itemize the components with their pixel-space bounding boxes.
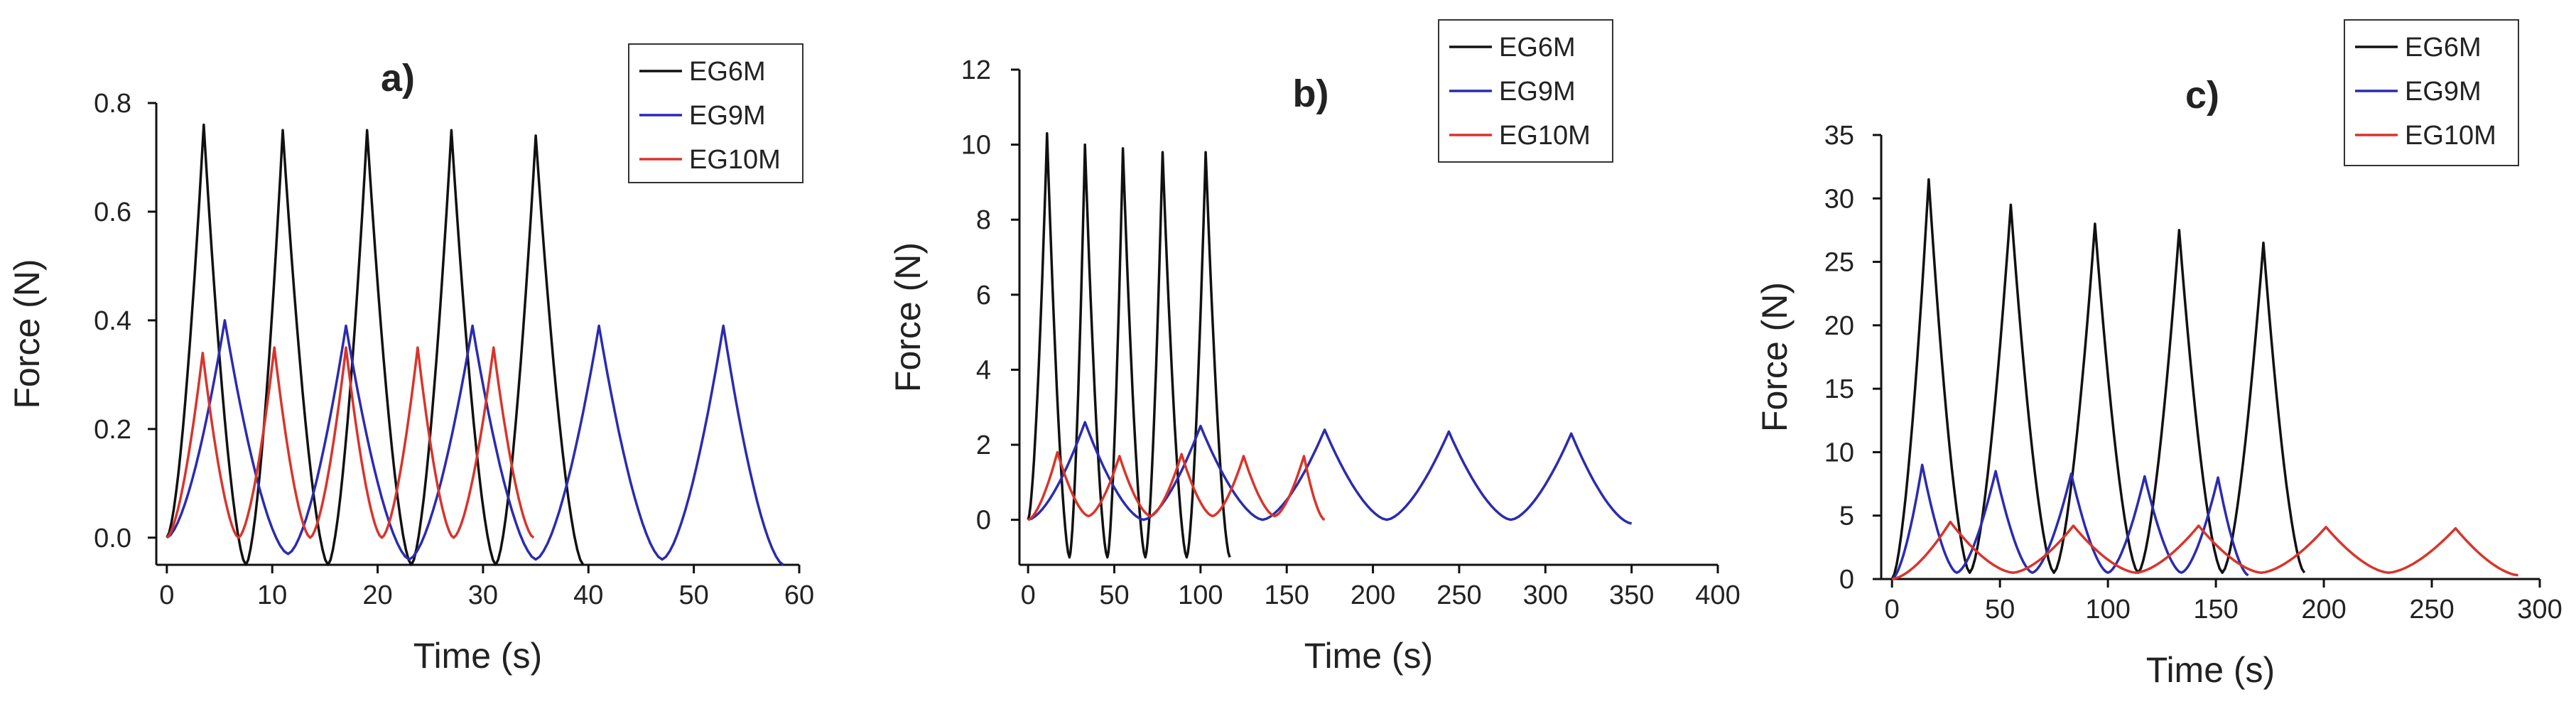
chart-panel-1: 0 10 20 30 40 50 60 0.0 0.2 0.4 0.6 0.8 Time (s) Forc… <box>7 43 814 676</box>
y-tick-label: 0.8 <box>94 89 131 119</box>
x-tick-label: 0 <box>1021 580 1036 610</box>
x-tick-label: 20 <box>362 580 392 610</box>
x-tick-label: 300 <box>1523 580 1568 610</box>
legend-label-eg10m: EG10M <box>1499 121 1591 151</box>
x-tick-label: 40 <box>573 580 603 610</box>
legend: EG6M EG9M EG10M <box>628 43 803 183</box>
series-line-eg9m <box>166 319 784 566</box>
legend-label-eg6m: EG6M <box>2405 33 2482 63</box>
x-tick-label: 50 <box>1099 580 1129 610</box>
y-tick-label: 6 <box>976 281 991 310</box>
legend-label-eg9m: EG9M <box>689 101 766 131</box>
legend: EG6M EG9M EG10M <box>1438 19 1613 163</box>
chart-panel-3: 0 50 100 150 200 250 300 0 5 10 15 20 25 30 35 Time (s)… <box>1755 19 2563 690</box>
y-tick-label: 12 <box>961 55 991 85</box>
x-tick-label: 150 <box>2193 595 2238 625</box>
x-tick-label: 200 <box>1351 580 1395 610</box>
x-tick-label: 100 <box>2085 595 2130 625</box>
x-tick-label: 200 <box>2301 595 2346 625</box>
y-tick-label: 10 <box>961 131 991 161</box>
x-tick-label: 150 <box>1265 580 1309 610</box>
x-axis-label: Time (s) <box>413 636 542 676</box>
panel-title: c) <box>2185 74 2219 117</box>
y-tick-label: 8 <box>976 205 991 235</box>
x-tick-label: 400 <box>1695 580 1740 610</box>
x-axis-label: Time (s) <box>2146 650 2275 690</box>
y-tick-label: 0.6 <box>94 198 131 227</box>
x-tick-label: 0 <box>1885 595 1900 625</box>
y-tick-label: 0 <box>1839 565 1854 595</box>
x-tick-label: 50 <box>678 580 708 610</box>
y-axis-label: Force (N) <box>1755 282 1795 432</box>
y-axis-label: Force (N) <box>888 242 928 392</box>
y-tick-label: 10 <box>1824 438 1854 467</box>
legend-label-eg10m: EG10M <box>689 145 781 175</box>
x-tick-label: 30 <box>468 580 498 610</box>
y-tick-label: 0.0 <box>94 524 131 553</box>
x-tick-label: 0 <box>159 580 174 610</box>
legend: EG6M EG9M EG10M <box>2344 19 2519 166</box>
legend-label-eg6m: EG6M <box>689 57 766 87</box>
y-axis-label: Force (N) <box>7 259 47 409</box>
y-tick-label: 15 <box>1824 374 1854 404</box>
series-line-eg10m <box>1027 450 1326 521</box>
x-axis-label: Time (s) <box>1304 636 1433 676</box>
legend-label-eg9m: EG9M <box>2405 77 2482 107</box>
y-tick-label: 25 <box>1824 248 1854 278</box>
legend-label-eg9m: EG9M <box>1499 77 1576 107</box>
y-tick-label: 35 <box>1824 121 1854 151</box>
y-tick-label: 4 <box>976 355 991 385</box>
y-tick-label: 30 <box>1824 184 1854 214</box>
x-tick-label: 50 <box>1985 595 2015 625</box>
legend-label-eg6m: EG6M <box>1499 33 1576 63</box>
y-tick-label: 0.4 <box>94 306 131 336</box>
chart-panel-2: 0 50 100 150 200 250 300 350 400 0 2 4 6 8 10 12 Time (s… <box>888 19 1741 676</box>
x-tick-label: 60 <box>784 580 814 610</box>
x-tick-label: 250 <box>2409 595 2454 625</box>
y-tick-label: 0 <box>976 506 991 536</box>
legend-box <box>2344 19 2519 166</box>
series-line-eg6m <box>166 123 585 566</box>
y-tick-label: 20 <box>1824 311 1854 341</box>
x-tick-label: 250 <box>1436 580 1481 610</box>
legend-label-eg10m: EG10M <box>2405 121 2496 151</box>
series-line-eg9m <box>1027 421 1633 525</box>
x-tick-label: 300 <box>2517 595 2562 625</box>
series-line-eg6m <box>1890 178 2306 580</box>
series-line-eg10m <box>166 346 535 539</box>
y-tick-label: 0.2 <box>94 415 131 445</box>
x-tick-label: 100 <box>1178 580 1223 610</box>
y-tick-label: 2 <box>976 431 991 460</box>
panel-title: a) <box>381 57 415 99</box>
panel-title: b) <box>1293 72 1329 115</box>
x-tick-label: 10 <box>257 580 287 610</box>
series-line-eg9m <box>1891 463 2249 580</box>
x-tick-label: 350 <box>1609 580 1654 610</box>
series-line-eg10m <box>1891 520 2518 580</box>
y-tick-label: 5 <box>1839 502 1854 531</box>
